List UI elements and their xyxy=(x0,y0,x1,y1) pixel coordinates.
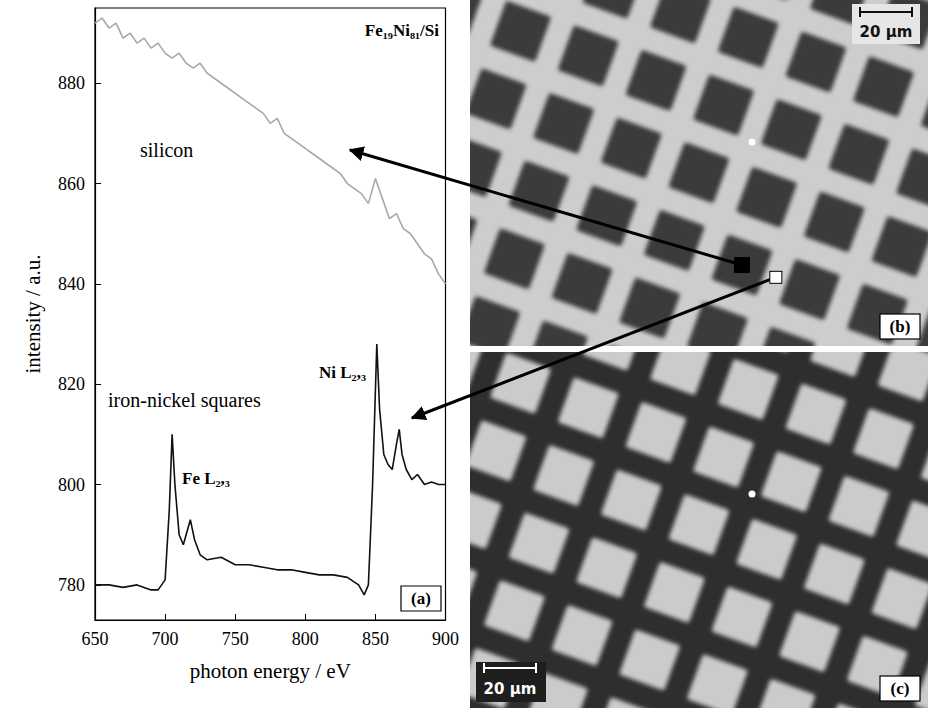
svg-text:880: 880 xyxy=(58,73,85,93)
svg-text:800: 800 xyxy=(292,629,319,649)
svg-text:780: 780 xyxy=(58,575,85,595)
svg-text:photon energy / eV: photon energy / eV xyxy=(190,659,351,683)
svg-text:860: 860 xyxy=(58,174,85,194)
svg-text:650: 650 xyxy=(82,629,109,649)
svg-text:(a): (a) xyxy=(411,589,431,608)
svg-text:silicon: silicon xyxy=(140,139,193,161)
svg-text:(c): (c) xyxy=(891,679,910,698)
svg-text:800: 800 xyxy=(58,475,85,495)
svg-text:intensity / a.u.: intensity / a.u. xyxy=(21,255,45,374)
svg-text:(b): (b) xyxy=(890,317,911,336)
svg-text:820: 820 xyxy=(58,374,85,394)
svg-text:iron-nickel squares: iron-nickel squares xyxy=(108,389,261,412)
svg-text:20 µm: 20 µm xyxy=(860,23,913,41)
svg-text:Ni L₂,₃: Ni L₂,₃ xyxy=(319,363,366,382)
svg-text:750: 750 xyxy=(222,629,249,649)
svg-text:900: 900 xyxy=(432,629,459,649)
svg-text:Fe L₂,₃: Fe L₂,₃ xyxy=(182,469,230,488)
svg-text:840: 840 xyxy=(58,274,85,294)
svg-text:Fe₁₉Ni₈₁/Si: Fe₁₉Ni₈₁/Si xyxy=(365,21,439,40)
svg-text:20 µm: 20 µm xyxy=(484,680,537,698)
svg-text:850: 850 xyxy=(362,629,389,649)
svg-text:700: 700 xyxy=(152,629,179,649)
